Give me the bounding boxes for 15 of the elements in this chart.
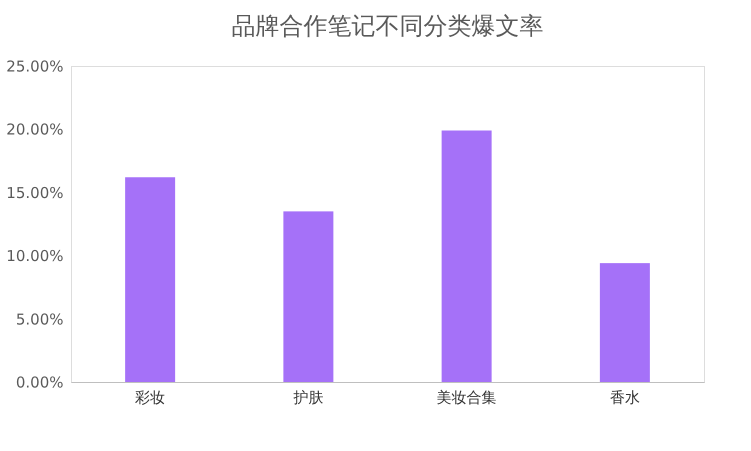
- y-tick-label: 10.00%: [6, 247, 64, 266]
- bar: [442, 130, 492, 382]
- x-tick-label: 护肤: [292, 388, 324, 406]
- bar: [125, 177, 176, 382]
- y-tick-label: 0.00%: [16, 374, 64, 392]
- chart-title: 品牌合作笔记不同分类爆文率: [232, 12, 544, 40]
- y-tick-label: 25.00%: [6, 58, 64, 76]
- y-tick-label: 15.00%: [6, 184, 64, 202]
- y-tick-label: 5.00%: [16, 310, 64, 328]
- bar: [600, 263, 650, 382]
- y-tick-label: 20.00%: [6, 120, 64, 139]
- x-tick-label: 美妆合集: [436, 388, 497, 406]
- x-tick-label: 香水: [610, 388, 640, 406]
- bar: [283, 211, 334, 382]
- x-tick-label: 彩妆: [135, 388, 166, 406]
